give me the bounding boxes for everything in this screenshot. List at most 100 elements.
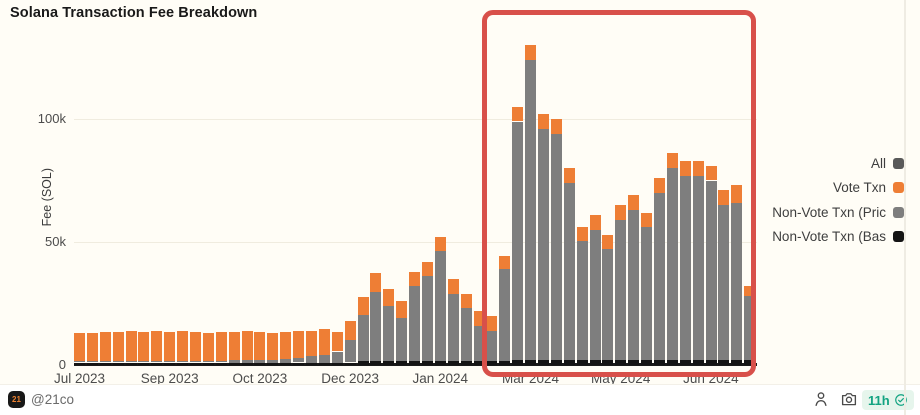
bar-segment-base[interactable] (589, 360, 601, 365)
bar-segment-priority[interactable] (228, 360, 240, 363)
bar-segment-priority[interactable] (254, 359, 266, 363)
bar-segment-base[interactable] (293, 362, 305, 365)
bar-segment-base[interactable] (409, 361, 421, 365)
bar-segment-base[interactable] (525, 360, 536, 365)
legend-item-1[interactable]: Vote Txn (684, 176, 904, 201)
bar-segment-priority[interactable] (331, 351, 343, 363)
bar-segment-vote[interactable] (692, 160, 704, 176)
bar-segment-priority[interactable] (293, 357, 305, 363)
legend-item-3[interactable]: Non-Vote Txn (Bas (684, 225, 904, 250)
bar-segment-vote[interactable] (241, 330, 253, 361)
bar-segment-vote[interactable] (666, 153, 678, 169)
bar-segment-base[interactable] (254, 362, 266, 365)
bar-segment-priority[interactable] (74, 361, 85, 363)
bar-segment-vote[interactable] (112, 331, 124, 362)
bar-segment-base[interactable] (628, 360, 640, 365)
bar-segment-base[interactable] (99, 362, 111, 365)
bar-segment-vote[interactable] (86, 333, 98, 362)
bar-segment-priority[interactable] (86, 361, 98, 363)
bar-segment-base[interactable] (370, 361, 382, 365)
bar-segment-vote[interactable] (679, 160, 691, 176)
bar-segment-priority[interactable] (666, 168, 678, 361)
bar-segment-priority[interactable] (473, 325, 485, 362)
bar-segment-priority[interactable] (202, 360, 214, 363)
bar-segment-vote[interactable] (190, 331, 201, 361)
bar-segment-base[interactable] (576, 360, 588, 365)
bar-segment-base[interactable] (434, 361, 446, 365)
bar-segment-vote[interactable] (641, 212, 652, 228)
bar-segment-base[interactable] (74, 362, 85, 365)
bar-segment-base[interactable] (718, 360, 730, 365)
bar-segment-priority[interactable] (164, 361, 176, 363)
bar-segment-base[interactable] (705, 360, 717, 365)
bar-segment-vote[interactable] (653, 178, 665, 193)
bar-segment-priority[interactable] (602, 249, 614, 361)
bar-segment-base[interactable] (112, 362, 124, 365)
bar-segment-vote[interactable] (254, 331, 266, 360)
bar-segment-vote[interactable] (151, 330, 163, 362)
bar-segment-vote[interactable] (306, 330, 317, 357)
bar-segment-vote[interactable] (293, 330, 305, 358)
bar-segment-priority[interactable] (177, 360, 189, 363)
bar-segment-vote[interactable] (460, 293, 472, 309)
legend-item-0[interactable]: All (684, 151, 904, 176)
bar-segment-priority[interactable] (589, 229, 601, 361)
bar-segment-priority[interactable] (344, 340, 356, 363)
bar-segment-priority[interactable] (679, 175, 691, 361)
bar-segment-vote[interactable] (74, 333, 85, 362)
bar-segment-priority[interactable] (486, 330, 498, 362)
bar-segment-priority[interactable] (280, 358, 292, 363)
bar-segment-vote[interactable] (421, 261, 433, 277)
bar-segment-vote[interactable] (409, 271, 421, 287)
bar-segment-vote[interactable] (525, 45, 536, 60)
bar-segment-priority[interactable] (460, 308, 472, 362)
bar-segment-priority[interactable] (306, 356, 317, 363)
bar-segment-base[interactable] (151, 362, 163, 365)
bar-segment-priority[interactable] (434, 250, 446, 362)
bar-segment-priority[interactable] (550, 133, 562, 361)
profile-link-icon[interactable] (812, 390, 830, 408)
bar-segment-vote[interactable] (576, 227, 588, 241)
bar-segment-base[interactable] (486, 361, 498, 365)
bar-segment-base[interactable] (666, 360, 678, 365)
bar-segment-priority[interactable] (215, 360, 227, 363)
bar-segment-vote[interactable] (434, 237, 446, 251)
bar-segment-base[interactable] (383, 361, 395, 365)
bar-segment-base[interactable] (537, 360, 549, 365)
bar-segment-base[interactable] (344, 362, 356, 365)
bar-segment-vote[interactable] (447, 278, 459, 294)
bar-segment-vote[interactable] (563, 168, 575, 183)
bar-segment-vote[interactable] (138, 331, 150, 362)
bar-segment-vote[interactable] (267, 333, 279, 360)
snapshot-age-pill[interactable]: 11h (862, 390, 914, 410)
bar-segment-vote[interactable] (215, 331, 227, 361)
bar-segment-priority[interactable] (112, 361, 124, 363)
bar-segment-priority[interactable] (628, 210, 640, 361)
bar-segment-base[interactable] (421, 361, 433, 365)
bar-segment-priority[interactable] (318, 355, 330, 363)
legend-item-2[interactable]: Non-Vote Txn (Pric (684, 200, 904, 225)
bar-segment-priority[interactable] (190, 360, 201, 363)
bar-segment-vote[interactable] (512, 106, 524, 122)
bar-segment-vote[interactable] (318, 329, 330, 356)
bar-segment-vote[interactable] (718, 190, 730, 206)
bar-segment-priority[interactable] (267, 359, 279, 363)
bar-segment-priority[interactable] (692, 175, 704, 361)
bar-segment-vote[interactable] (370, 272, 382, 293)
bar-segment-base[interactable] (460, 361, 472, 365)
bar-segment-priority[interactable] (447, 293, 459, 362)
bar-segment-vote[interactable] (357, 297, 369, 315)
bar-segment-vote[interactable] (537, 114, 549, 129)
bar-segment-vote[interactable] (602, 234, 614, 250)
bar-segment-base[interactable] (202, 362, 214, 365)
bar-segment-vote[interactable] (486, 315, 498, 331)
bar-segment-base[interactable] (499, 361, 511, 365)
bar-segment-base[interactable] (164, 362, 176, 365)
bar-segment-base[interactable] (331, 362, 343, 365)
bar-segment-priority[interactable] (705, 180, 717, 361)
bar-segment-base[interactable] (318, 362, 330, 365)
bar-segment-base[interactable] (267, 362, 279, 365)
bar-segment-priority[interactable] (525, 60, 536, 361)
bar-segment-priority[interactable] (512, 121, 524, 361)
bar-segment-base[interactable] (306, 362, 317, 365)
